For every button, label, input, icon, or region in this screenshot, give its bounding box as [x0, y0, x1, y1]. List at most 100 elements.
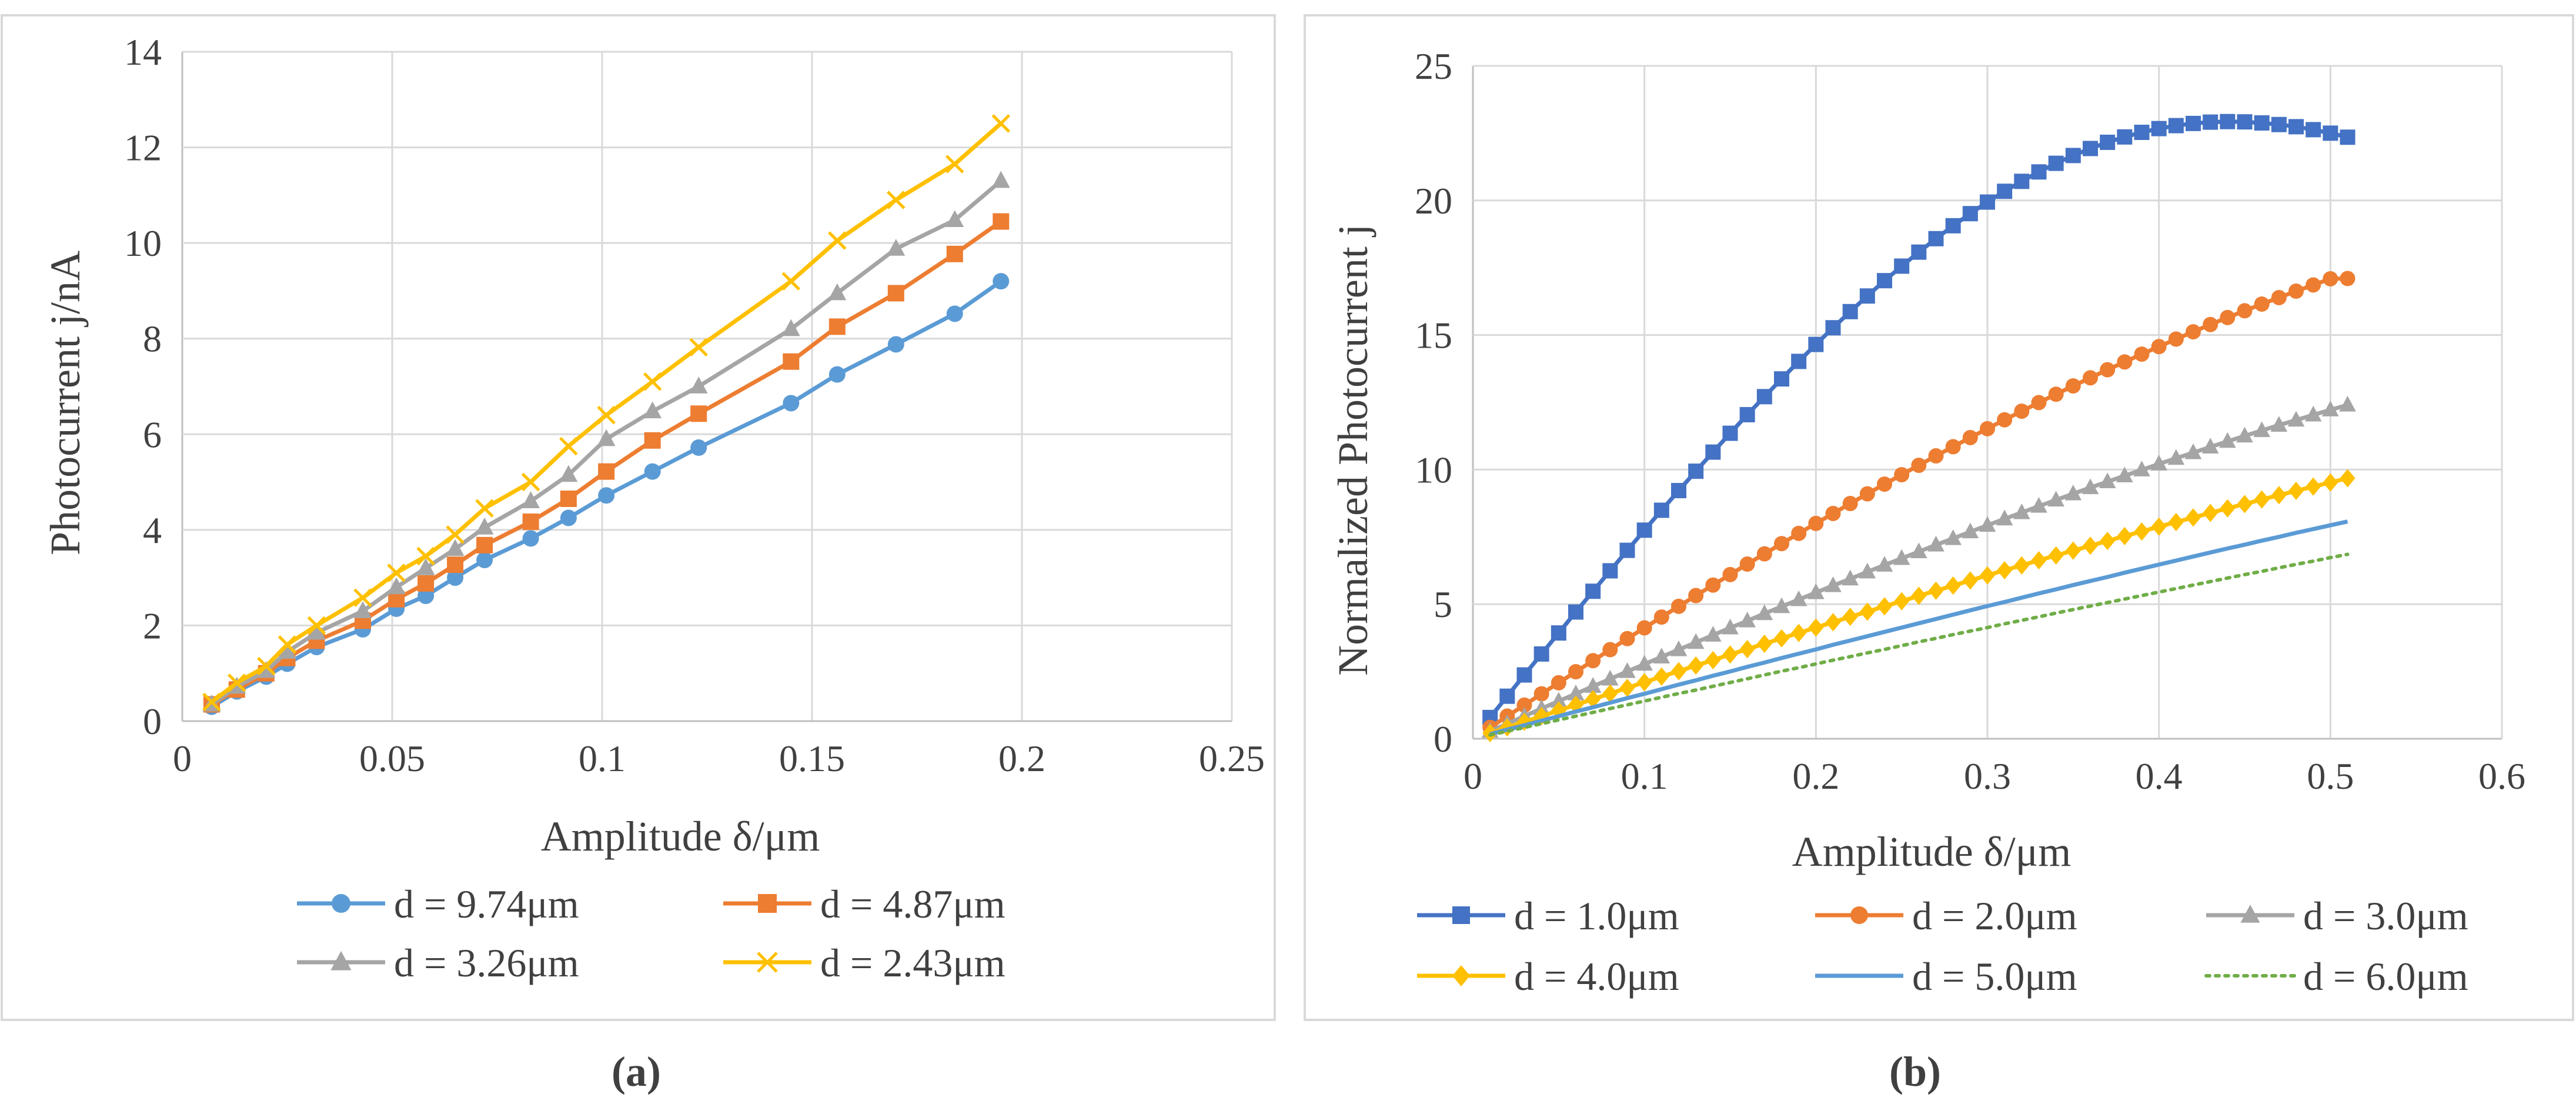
series-d-1-0-m-point [2306, 122, 2321, 138]
series-d-1-0-m-point [1739, 407, 1755, 423]
series-d-9-74-m-point [447, 569, 464, 586]
legend-swatch-marker [1850, 906, 1868, 924]
chart-b-legend: d = 1.0μm d = 2.0μm d = 3.0μm d = 4.0μm d = … [1417, 893, 2468, 999]
chart-a-ytick-label: 12 [124, 127, 162, 169]
series-d-9-74-m-point [560, 509, 577, 526]
chart-a-series [202, 114, 1011, 715]
series-d-2-0-m-point [1791, 525, 1807, 541]
series-d-2-0-m-point [2340, 271, 2356, 286]
chart-a-ytick-label: 14 [124, 31, 162, 73]
series-d-4-87-m-point [783, 353, 800, 370]
series-d-4-0-m-point [1585, 690, 1601, 709]
series-d-1-0-m-point [1636, 522, 1652, 538]
chart-a-ytick-label: 0 [143, 701, 162, 742]
chart-a-ytick-label: 6 [143, 413, 162, 455]
series-d-4-87-m-point [690, 405, 707, 422]
series-d-4-0-m-point [2323, 473, 2338, 492]
series-d-3-0-m-point [2184, 443, 2202, 459]
series-d-2-0-m-point [2203, 316, 2218, 332]
series-d-3-0-m-point [2081, 478, 2099, 495]
series-d-4-0-m-point [1774, 629, 1789, 648]
series-d-4-0-m-point [1928, 581, 1944, 600]
series-d-3-0-m-point [1927, 535, 1944, 552]
series-d-2-0-m-point [1585, 653, 1601, 669]
series-d-3-26-m-point [308, 622, 326, 640]
chart-b-xtick-label: 0.3 [1964, 755, 2011, 797]
legend-item-d-4-87-m: d = 4.87μm [723, 882, 1005, 926]
legend-label: d = 4.0μm [1514, 954, 1679, 999]
series-d-1-0-m-point [1774, 371, 1789, 387]
series-d-4-0-m-point [2065, 541, 2081, 560]
chart-b-ytick-label: 10 [1415, 449, 1452, 491]
series-d-2-43-m-point [828, 231, 847, 250]
series-d-1-0-m-point [1705, 444, 1721, 460]
chart-b-ytick-label: 20 [1415, 180, 1452, 222]
series-d-3-0-m-point [2201, 438, 2219, 454]
series-d-3-0-m-point [1790, 590, 1807, 606]
series-d-3-0-m-point [1722, 618, 1739, 635]
series-d-1-0-m-point [1825, 320, 1841, 336]
series-d-4-0-m-point [1997, 561, 2013, 580]
panel-label-b: (b) [1889, 1048, 1941, 1095]
series-d-4-0-m [1482, 469, 2356, 742]
series-d-3-0-m-point [2167, 449, 2185, 465]
series-d-3-26-m-point [643, 401, 662, 419]
series-d-3-0-m-point [2150, 455, 2167, 471]
series-d-2-0-m-point [2031, 395, 2047, 411]
series-d-2-0-m-point [2220, 309, 2236, 325]
chart-b-xtick-label: 0.6 [2478, 755, 2525, 797]
series-d-1-0-m-point [2151, 121, 2167, 136]
series-d-2-0-m-point [1774, 536, 1789, 552]
legend-item-d-1-0-m: d = 1.0μm [1417, 893, 1679, 938]
series-d-4-0-m-point [2254, 490, 2270, 509]
series-d-1-0-m-point [2134, 125, 2150, 141]
chart-b-ylabel: Normalized Photocurrent j [1329, 224, 1376, 676]
series-d-3-0-m-point [2013, 503, 2030, 519]
series-d-2-0-m-point [2151, 339, 2167, 355]
legend-swatch-marker [2240, 905, 2260, 923]
series-d-1-0-m-point [1911, 244, 1927, 260]
series-d-3-26-m-point [475, 517, 494, 535]
legend-label: d = 1.0μm [1514, 893, 1679, 938]
series-d-4-0-m-point [2031, 551, 2047, 570]
series-d-1-0-m-point [1791, 353, 1807, 369]
series-d-1-0-m-point [2014, 174, 2030, 189]
series-d-4-0-m-point [1791, 623, 1807, 642]
series-d-2-0-m-point [1980, 421, 1995, 436]
series-d-4-0-m-point [1671, 662, 1686, 681]
series-d-2-0-m-point [2014, 403, 2030, 419]
series-d-4-0-m-point [2048, 546, 2064, 565]
series-d-3-0-m-point [1962, 522, 1979, 539]
series-d-4-0-m-point [2186, 508, 2201, 527]
series-d-2-0-m-point [2271, 289, 2287, 305]
series-d-1-0-m-point [1722, 425, 1738, 441]
series-d-1-0-m-point [1877, 273, 1892, 289]
chart-b-ytick-label: 15 [1415, 315, 1452, 356]
series-d-3-0-m-point [1910, 542, 1927, 559]
series-d-2-0-m-point [1602, 642, 1618, 658]
series-d-3-0-m-point [1773, 597, 1790, 613]
series-d-9-74-m-point [690, 439, 707, 456]
series-d-9-74-m-point [598, 487, 615, 504]
series-d-3-0-m-point [1996, 509, 2013, 526]
series-d-4-0-m-point [1739, 640, 1755, 659]
chart-a-ytick-label: 4 [143, 509, 162, 551]
series-d-1-0-m-point [1516, 667, 1532, 683]
series-d-4-0-m-point [2117, 526, 2133, 546]
series-d-2-43-m-point [781, 272, 801, 291]
series-d-2-0-m-point [1911, 458, 1927, 473]
series-d-3-0-m-point [1602, 669, 1619, 686]
series-d-2-43-m-point [416, 546, 435, 566]
series-d-4-0-m-point [1842, 608, 1858, 626]
series-d-3-0-m-point [2339, 395, 2356, 412]
legend-item-d-2-0-m: d = 2.0μm [1815, 893, 2077, 938]
series-d-4-0-m-point [2134, 522, 2150, 541]
legend-label: d = 5.0μm [1912, 954, 2077, 999]
series-d-3-0-m-point [2322, 401, 2339, 416]
series-d-2-0-m-point [1533, 686, 1549, 702]
chart-b-xtick-label: 0.5 [2307, 755, 2354, 797]
series-d-4-0-m-point [1705, 651, 1721, 669]
series-d-2-0-m-point [1568, 664, 1583, 680]
chart-a-grid [181, 51, 1233, 722]
legend-label: d = 6.0μm [2303, 954, 2468, 999]
